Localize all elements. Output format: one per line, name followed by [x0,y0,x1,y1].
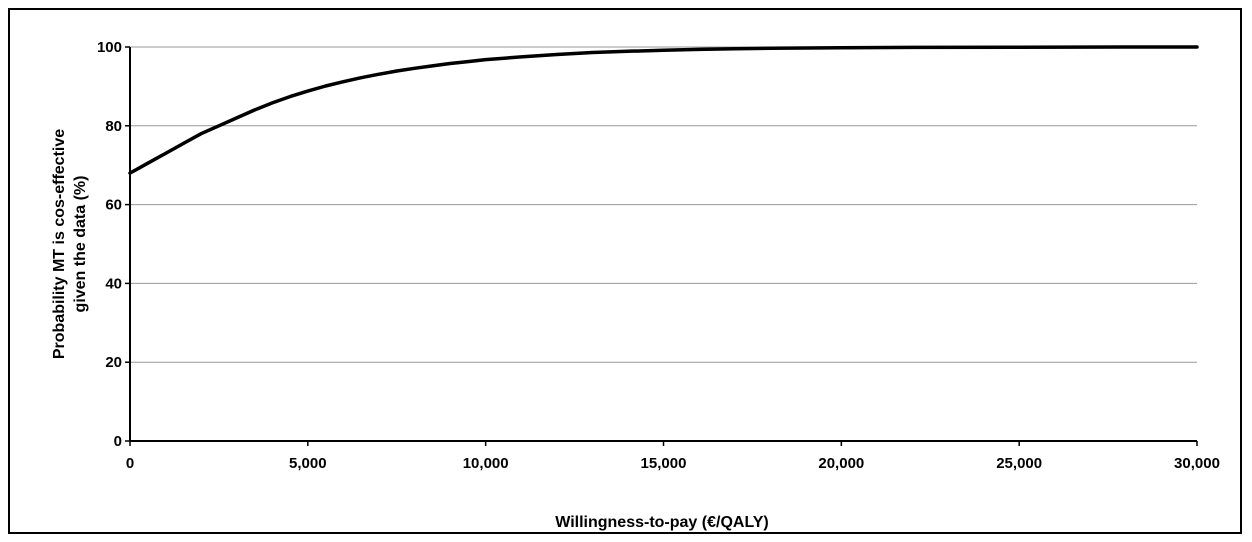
grid-lines [130,46,1197,363]
x-tick-label: 30,000 [1174,455,1220,472]
y-tick-label: 80 [105,118,122,135]
x-tick-label: 10,000 [463,455,509,472]
x-tick-label: 20,000 [818,455,864,472]
y-tick-label: 0 [114,433,122,450]
series-line-0 [128,45,1199,175]
x-axis-title: Willingness-to-pay (€/QALY) [555,514,769,531]
y-tick-label: 60 [105,197,122,214]
y-tick-label: 40 [105,275,122,292]
axes [125,46,1198,446]
y-axis-title-line-2: given the data (%) [72,176,89,313]
x-tick-label: 0 [126,455,134,472]
chart-frame [8,8,1242,534]
x-tick-label: 25,000 [996,455,1042,472]
x-tick-label: 5,000 [289,455,327,472]
tick-labels: 0 20 40 60 80 100 0 5,000 10,000 15,000 20,000 25,0… [97,39,1220,472]
y-axis-title-line-1: Probability MT is cos-effective [51,129,68,359]
y-tick-label: 100 [97,39,122,56]
x-tick-label: 15,000 [641,455,687,472]
series-layer [128,45,1199,175]
y-tick-label: 20 [105,354,122,371]
